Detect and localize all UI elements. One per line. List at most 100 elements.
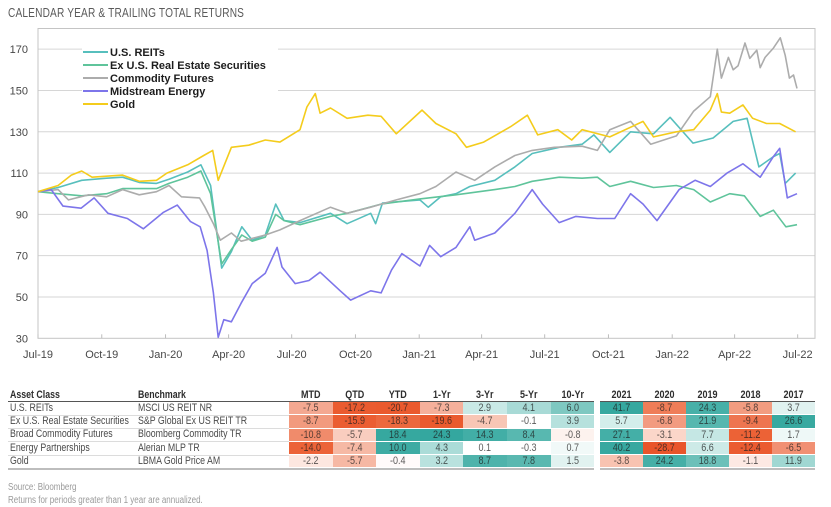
column-header-2021: 2021 — [600, 389, 643, 402]
return-value: 1.7 — [787, 428, 800, 441]
return-value: 0.7 — [566, 441, 579, 454]
return-value: 24.3 — [698, 402, 717, 414]
return-value: 2.9 — [478, 402, 492, 414]
return-cell-qtd: -7.4 — [332, 441, 377, 455]
return-value: 27.1 — [612, 428, 631, 441]
column-header-label: 2019 — [697, 388, 718, 401]
return-value: 18.8 — [698, 455, 717, 468]
return-value: -20.7 — [387, 402, 409, 414]
return-cell-10-yr: 6.0 — [550, 402, 595, 415]
return-cell-2017: 26.6 — [772, 415, 815, 428]
return-cell-2017: 11.9 — [772, 455, 815, 468]
return-cell-2017: -6.5 — [772, 441, 815, 455]
return-cell-2020: -8.7 — [643, 402, 686, 415]
benchmark-cell: Bloomberg Commodity TR — [138, 428, 242, 441]
benchmark-cell: Alerian MLP TR — [138, 441, 200, 454]
x-tick-label: Jan-20 — [149, 349, 183, 361]
return-value: -6.8 — [656, 415, 673, 428]
annualized-footnote: Returns for periods greater than 1 year … — [8, 494, 203, 506]
return-value: -8.7 — [303, 415, 319, 428]
return-value: -4.7 — [477, 415, 493, 428]
y-tick-label: 130 — [10, 127, 28, 139]
return-cell-2018: -1.1 — [729, 455, 772, 468]
return-value: -11.2 — [740, 428, 761, 441]
column-header-label: 2020 — [654, 388, 675, 401]
column-header-label: YTD — [388, 388, 408, 401]
return-cell-mtd: -8.7 — [289, 415, 333, 428]
return-value: 5.7 — [615, 415, 628, 428]
table-bottom-border — [8, 467, 594, 470]
x-tick-label: Jan-22 — [655, 349, 689, 361]
y-tick-label: 90 — [16, 209, 28, 221]
y-tick-label: 110 — [10, 168, 28, 180]
return-value: 6.6 — [701, 441, 714, 454]
return-cell-qtd: -5.7 — [332, 455, 377, 468]
x-tick-label: Jul-19 — [23, 349, 53, 361]
legend-item-commodity-futures: Commodity Futures — [83, 73, 214, 85]
legend-background — [82, 44, 278, 110]
row-divider — [8, 454, 289, 456]
return-value: -7.4 — [346, 441, 363, 454]
return-cell-2019: 7.7 — [686, 428, 729, 441]
legend-label: Midstream Energy — [110, 86, 206, 98]
return-value: -9.4 — [742, 415, 759, 428]
return-cell-qtd: -5.7 — [332, 428, 377, 441]
return-cell-qtd: -17.2 — [332, 402, 377, 415]
return-cell-qtd: -15.9 — [332, 415, 377, 428]
x-tick-label: Jul-20 — [277, 349, 307, 361]
column-header-3-yr: 3-Yr — [463, 389, 507, 402]
series-group — [37, 37, 798, 339]
return-cell-2018: -5.8 — [729, 402, 772, 415]
return-value: -10.8 — [300, 428, 322, 441]
asset-class-cell: Energy Partnerships — [10, 441, 90, 454]
column-header-label: QTD — [344, 388, 364, 401]
column-header-2018: 2018 — [729, 389, 772, 402]
column-header-asset-class: Asset Class — [10, 388, 60, 401]
legend-item-ex-u-s-real-estate-securities: Ex U.S. Real Estate Securities — [83, 60, 266, 72]
return-cell-10-yr: 3.9 — [550, 415, 595, 428]
return-value: 14.3 — [476, 428, 494, 441]
x-tick-label: Oct-19 — [85, 349, 118, 361]
y-tick-label: 170 — [10, 44, 28, 56]
column-header-label: MTD — [301, 388, 321, 401]
asset-class-cell: Broad Commodity Futures — [10, 428, 113, 441]
y-tick-label: 30 — [16, 333, 28, 345]
return-cell-2019: 18.8 — [686, 455, 729, 468]
series-line-midstream-energy — [37, 147, 798, 339]
header-divider — [8, 401, 594, 402]
return-value: 1.5 — [566, 455, 579, 468]
return-cell-2017: 3.7 — [772, 402, 815, 415]
return-value: 24.2 — [655, 455, 674, 468]
return-cell-ytd: 18.4 — [376, 428, 420, 441]
return-value: 3.9 — [566, 415, 579, 428]
x-tick-label: Apr-21 — [465, 349, 498, 361]
return-cell-mtd: -14.0 — [289, 441, 333, 455]
return-cell-3-yr: 8.7 — [463, 455, 507, 468]
column-header-mtd: MTD — [289, 389, 333, 402]
gridlines — [38, 48, 815, 298]
legend-label: Ex U.S. Real Estate Securities — [110, 60, 266, 72]
plot-border — [37, 28, 816, 339]
column-header-label: 3-Yr — [476, 388, 494, 401]
return-cell-ytd: -18.3 — [376, 415, 420, 428]
return-value: -6.5 — [785, 441, 802, 454]
return-value: 11.9 — [785, 455, 802, 468]
column-header-label: 2021 — [611, 388, 632, 401]
column-header-label: 2018 — [740, 388, 761, 401]
return-value: -2.2 — [303, 455, 319, 468]
column-header-10-yr: 10-Yr — [551, 389, 595, 402]
column-header-label: 2017 — [783, 388, 804, 401]
y-tick-label: 70 — [16, 251, 28, 263]
return-value: 24.3 — [432, 428, 451, 441]
column-header-label: 1-Yr — [432, 388, 451, 401]
return-value: -5.7 — [346, 428, 363, 441]
column-header-2020: 2020 — [643, 389, 686, 402]
return-cell-10-yr: 1.5 — [550, 455, 595, 468]
series-line-commodity-futures — [37, 37, 798, 242]
x-tick-label: Jul-22 — [783, 349, 813, 361]
return-value: 41.7 — [612, 402, 631, 414]
return-cell-2020: -6.8 — [643, 415, 686, 428]
column-header-5-yr: 5-Yr — [507, 389, 551, 402]
asset-class-cell: Gold — [10, 454, 29, 467]
column-header-1-yr: 1-Yr — [420, 389, 464, 402]
